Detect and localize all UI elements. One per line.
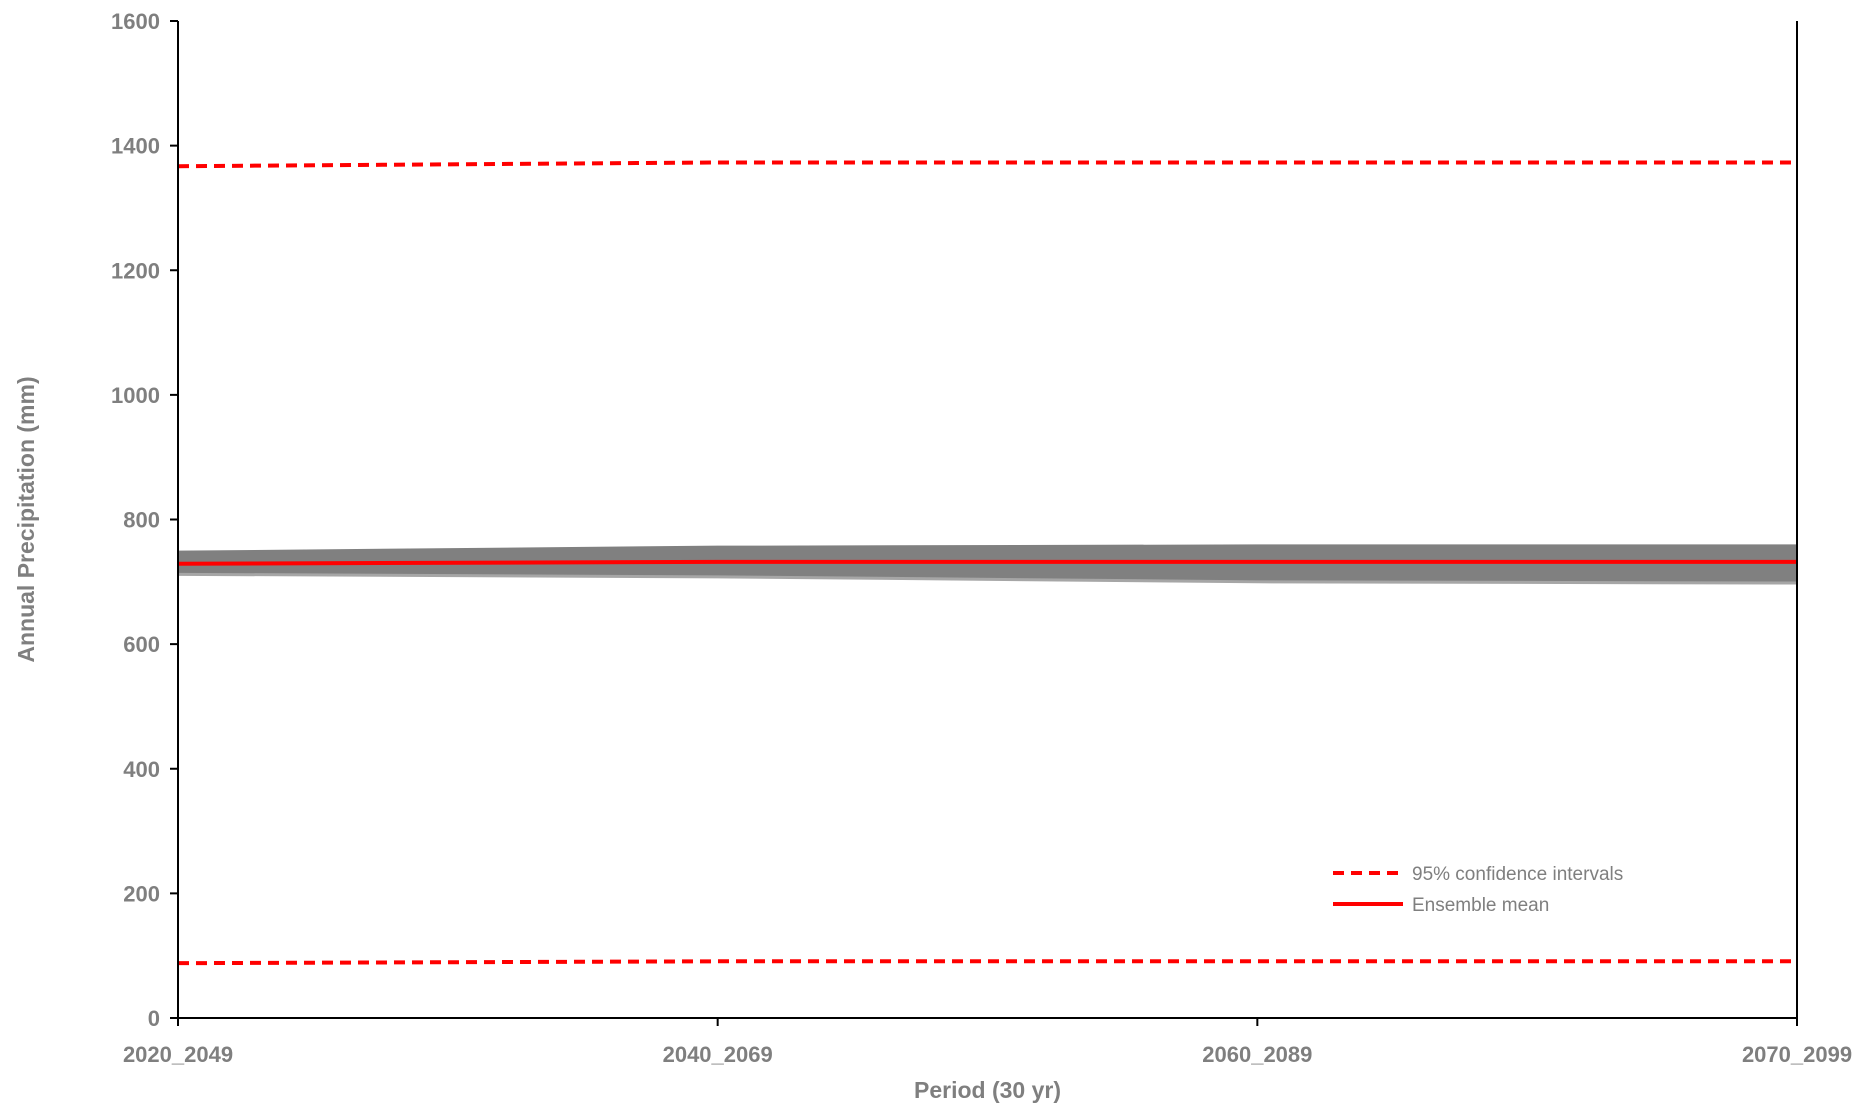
y-tick-label: 400: [123, 757, 160, 782]
series-line-0: [177, 160, 1797, 169]
ensemble-band-lower-edge: [177, 572, 1798, 585]
legend: 95% confidence intervals Ensemble mean: [1333, 864, 1623, 916]
y-tick-label: 0: [148, 1006, 160, 1031]
y-tick-label: 200: [123, 881, 160, 906]
series-line-2: [177, 559, 1797, 566]
y-tick-label: 1000: [111, 383, 160, 408]
legend-label-0: 95% confidence intervals: [1412, 864, 1623, 885]
y-tick-label: 1400: [111, 134, 160, 159]
y-tick-label: 1200: [111, 258, 160, 283]
y-tick-label: 600: [123, 632, 160, 657]
x-tick-label: 2040_2069: [663, 1042, 773, 1067]
series-layer: [177, 160, 1797, 966]
y-axis-title: Annual Precipitation (mm): [13, 376, 39, 662]
x-tick-label: 2020_2049: [123, 1042, 233, 1067]
x-axis-title: Period (30 yr): [914, 1077, 1061, 1103]
y-tick-label: 1600: [111, 9, 160, 34]
legend-label-1: Ensemble mean: [1412, 895, 1549, 916]
x-tick-label: 2060_2089: [1202, 1042, 1312, 1067]
x-tick-label: 2070_2099: [1742, 1042, 1852, 1067]
y-tick-label: 800: [123, 508, 160, 533]
series-line-1: [177, 959, 1797, 966]
axis-layer: 0 200 400 600 800 1000 1200 1400 1600 2020_2049 20…: [111, 9, 1852, 1067]
